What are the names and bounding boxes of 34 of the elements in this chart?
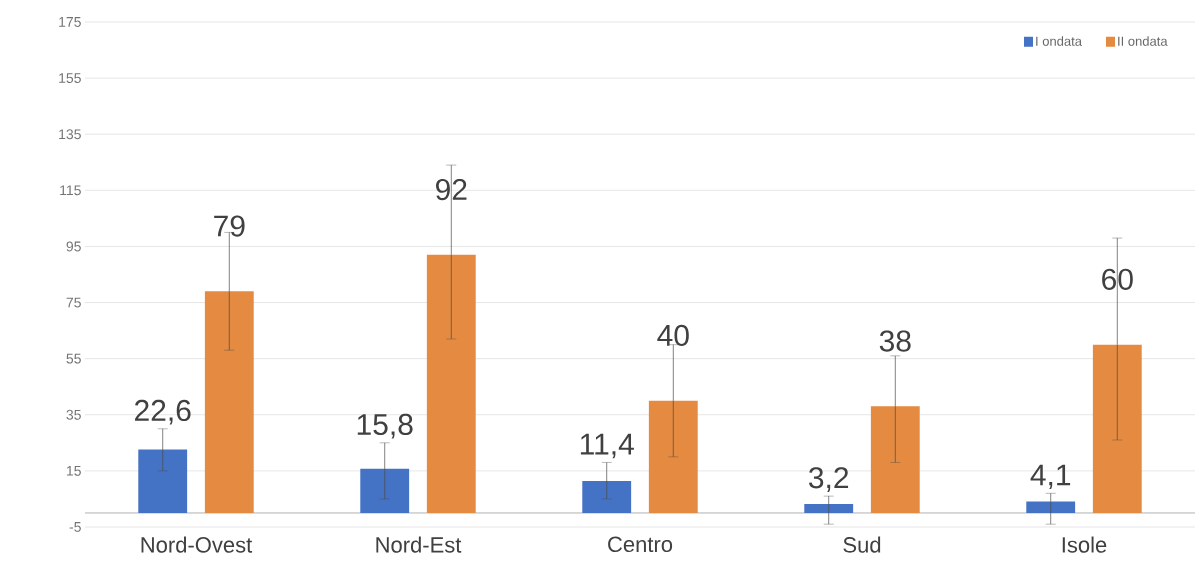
legend-label: II ondata [1118,36,1168,46]
data-label: 3,2 [809,467,849,492]
data-label: 60 [1102,268,1133,290]
y-tick-label: 115 [60,185,81,196]
bar [582,480,632,513]
bar [648,400,698,513]
x-tick-label: Nord-Est [376,536,462,553]
data-label: 11,4 [580,433,634,459]
y-tick-label: 135 [59,129,81,140]
data-label: 92 [436,178,467,201]
bar [426,254,476,513]
x-tick-label: Nord-Ovest [141,536,253,553]
x-tick-label: Centro [608,536,673,553]
bar [204,291,254,513]
data-label: 79 [214,215,245,237]
y-tick-label: 75 [66,297,81,308]
data-label: 40 [657,324,689,347]
y-tick-label: -5 [69,522,81,532]
bar [138,449,188,513]
bar [1026,501,1076,513]
data-label: 15,8 [357,413,413,439]
data-label: 38 [879,330,911,352]
x-tick-label: Isole [1062,536,1107,553]
y-tick-label: 95 [66,241,81,252]
y-tick-label: 55 [66,353,81,364]
y-tick-label: 155 [59,73,81,83]
bar [804,503,854,513]
legend-label: I ondata [1036,36,1082,46]
y-tick-label: 175 [59,17,81,27]
data-label: 22,6 [135,399,191,425]
data-label: 4,1 [1030,464,1071,490]
x-tick-label: Sud [843,536,881,553]
y-tick-label: 15 [66,465,81,476]
y-tick-label: 35 [66,409,81,420]
